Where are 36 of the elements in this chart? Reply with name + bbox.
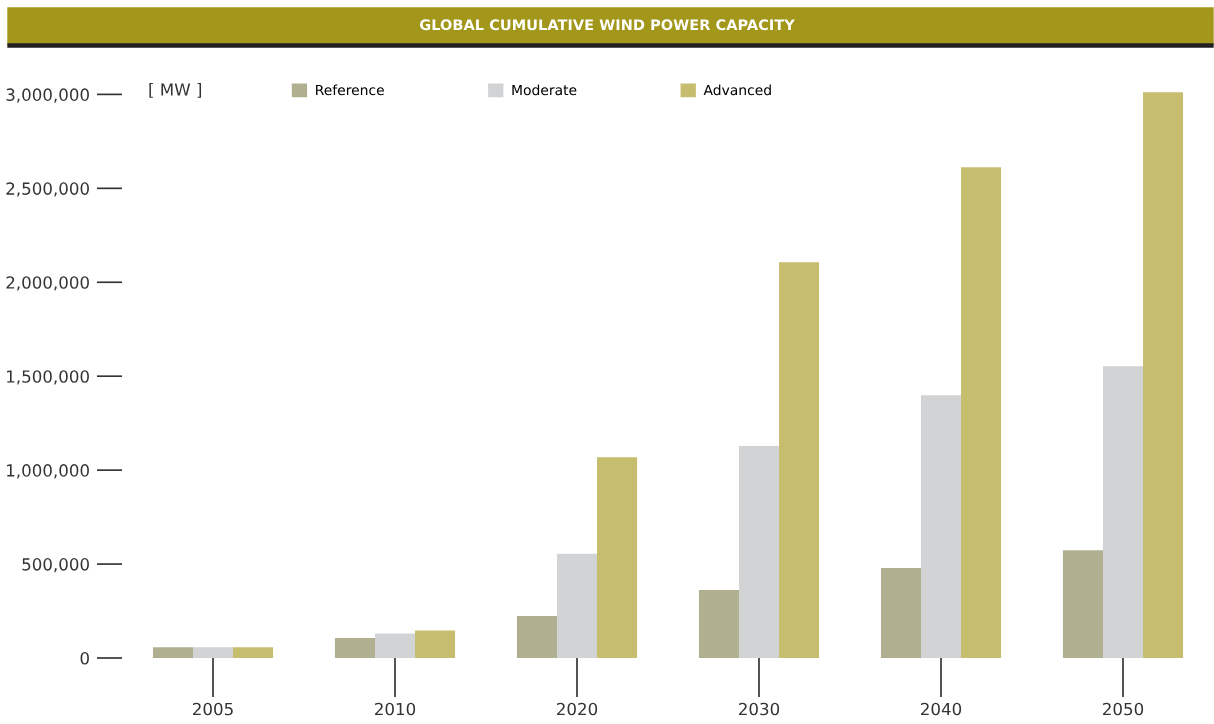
bar [334,637,375,658]
bar [374,633,416,658]
bar [961,167,1002,658]
bar [556,553,598,658]
bar [597,457,638,658]
chart-title: GLOBAL CUMULATIVE WIND POWER CAPACITY [419,19,795,31]
y-tick-label: 1,500,000 [7,370,89,385]
bar [516,615,557,658]
y-tick-label: 1,000,000 [7,464,89,479]
legend-label: Moderate [512,84,577,96]
bar [1062,550,1103,658]
bar [152,647,193,658]
y-tick-label: 2,500,000 [6,182,89,197]
bar [880,568,921,658]
y-tick-label: 0 [80,651,89,665]
legend-label: Advanced [703,84,771,96]
legend-label: Reference [316,84,384,96]
x-tick-label: 2050 [1103,702,1144,716]
bar [920,395,962,658]
x-tick-label: 2010 [375,702,416,716]
bar [1143,92,1184,658]
bar [192,647,234,658]
y-tick-label: 500,000 [22,558,89,573]
x-tick-label: 2005 [193,702,233,716]
bar [779,262,820,658]
x-tick-label: 2030 [739,702,780,716]
y-tick-label: 3,000,000 [6,88,89,103]
x-tick-label: 2020 [557,702,598,716]
bar [415,630,456,658]
x-tick-label: 2040 [921,702,962,716]
bar [233,647,274,658]
y-tick-label: 2,000,000 [6,276,89,291]
bar [738,446,780,658]
bar [698,589,739,658]
bar [1102,366,1144,658]
y-axis-title: [ MW ] [149,82,202,98]
